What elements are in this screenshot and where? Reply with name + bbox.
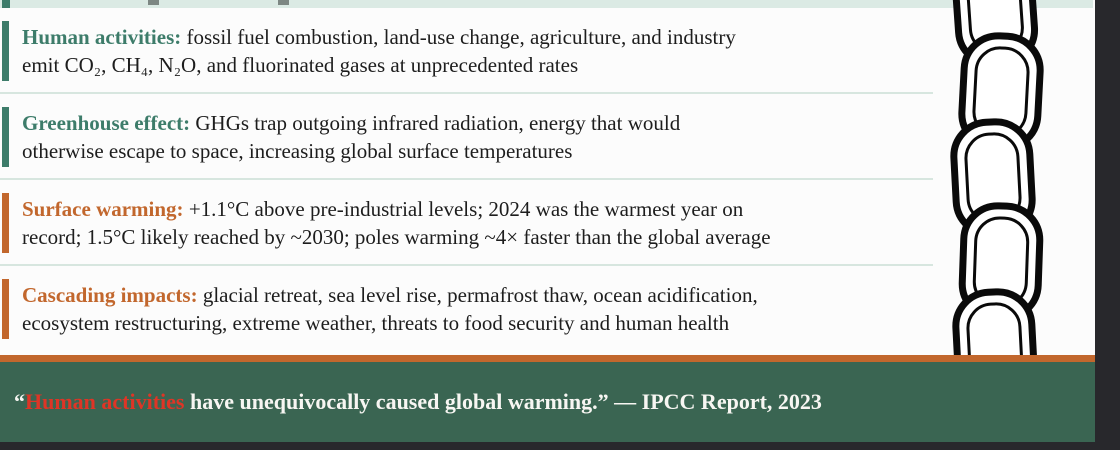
- divider: [0, 178, 933, 180]
- quote-text: “Human activities have unequivocally cau…: [14, 389, 822, 415]
- accent-bar: [0, 355, 1095, 362]
- cutoff-text-fragment: [278, 0, 289, 5]
- bullet-item-surface-warming: Surface warming: +1.1°C above pre-indust…: [2, 193, 1000, 253]
- bullet-item-human-activities: Human activities: fossil fuel combustion…: [2, 21, 1000, 81]
- bullet-item-greenhouse-effect: Greenhouse effect: GHGs trap outgoing in…: [2, 107, 1000, 167]
- right-edge-bar: [1095, 0, 1120, 450]
- bullet-text-line1: GHGs trap outgoing infrared radiation, e…: [195, 111, 681, 135]
- bullet-item-cascading-impacts: Cascading impacts: glacial retreat, sea …: [2, 279, 1000, 339]
- bullet-list: Human activities: fossil fuel combustion…: [0, 8, 1000, 339]
- cutoff-text-fragment: [148, 0, 159, 5]
- quote-open: “: [14, 389, 25, 414]
- bullet-heading: Human activities:: [22, 25, 182, 49]
- bottom-edge-bar: [0, 442, 1120, 450]
- bullet-text-line1: fossil fuel combustion, land-use change,…: [186, 25, 736, 49]
- bullet-text-line2: record; 1.5°C likely reached by ~2030; p…: [22, 225, 771, 249]
- bullet-heading: Surface warming:: [22, 197, 184, 221]
- bullet-text-line2: ecosystem restructuring, extreme weather…: [22, 311, 730, 335]
- chain-links-icon: [950, 0, 1044, 356]
- divider: [0, 264, 933, 266]
- cutoff-accent-bar: [2, 0, 10, 8]
- bullet-text-line1: +1.1°C above pre-industrial levels; 2024…: [188, 197, 744, 221]
- bullet-text-line2: otherwise escape to space, increasing gl…: [22, 139, 573, 163]
- cutoff-header-strip: [0, 0, 1093, 8]
- bullet-heading: Cascading impacts:: [22, 283, 198, 307]
- bullet-text-line2: emit CO₂, CH₄, N₂O, and fluorinated gase…: [22, 53, 579, 77]
- divider: [0, 92, 933, 94]
- bullet-heading: Greenhouse effect:: [22, 111, 191, 135]
- quote-highlight: Human activities: [25, 389, 185, 414]
- bullet-text-line1: glacial retreat, sea level rise, permafr…: [202, 283, 758, 307]
- quote-rest: have unequivocally caused global warming…: [184, 389, 822, 414]
- quote-banner: “Human activities have unequivocally cau…: [0, 362, 1095, 442]
